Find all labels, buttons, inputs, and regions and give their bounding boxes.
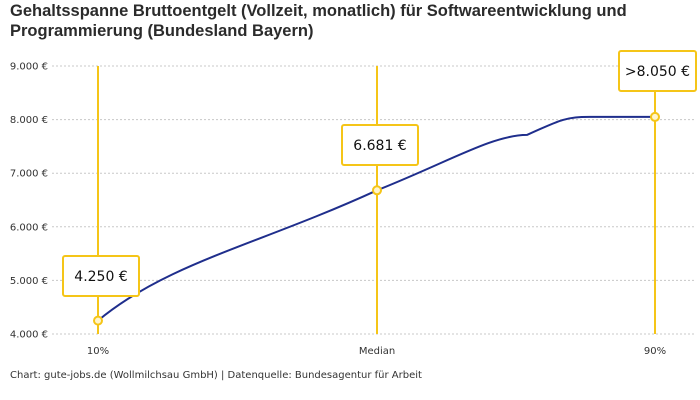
data-label-box xyxy=(618,50,697,92)
chart-title: Gehaltsspanne Bruttoentgelt (Vollzeit, m… xyxy=(10,2,627,40)
chart-footer: Chart: gute-jobs.de (Wollmilchsau GmbH) … xyxy=(10,370,422,381)
data-label-box xyxy=(341,124,419,166)
category-guide-lines xyxy=(97,66,656,334)
data-point xyxy=(93,315,103,326)
y-tick-label: 7.000 € xyxy=(10,169,48,180)
y-tick-label: 9.000 € xyxy=(10,62,48,73)
x-axis-tick-labels: 10% Median 90% xyxy=(87,346,666,357)
y-tick-label: 6.000 € xyxy=(10,222,48,233)
y-tick-label: 5.000 € xyxy=(10,276,48,287)
x-tick-label: 10% xyxy=(87,346,109,357)
x-tick-label: 90% xyxy=(644,346,666,357)
y-tick-label: 4.000 € xyxy=(10,330,48,341)
data-label: 4.250 € xyxy=(74,269,127,285)
data-label-box xyxy=(62,255,140,297)
data-labels: 4.250 € 6.681 € >8.050 € xyxy=(62,50,697,297)
data-label: >8.050 € xyxy=(625,64,690,80)
data-label: 6.681 € xyxy=(353,138,406,154)
data-point xyxy=(372,185,382,196)
series-line xyxy=(97,115,655,322)
x-tick-label: Median xyxy=(359,346,395,357)
grid-lines xyxy=(52,65,696,335)
data-points xyxy=(93,111,660,326)
y-tick-label: 8.000 € xyxy=(10,115,48,126)
data-point xyxy=(650,111,660,122)
y-axis-tick-labels: 4.000 € 5.000 € 6.000 € 7.000 € 8.000 € 9.000… xyxy=(10,62,48,341)
